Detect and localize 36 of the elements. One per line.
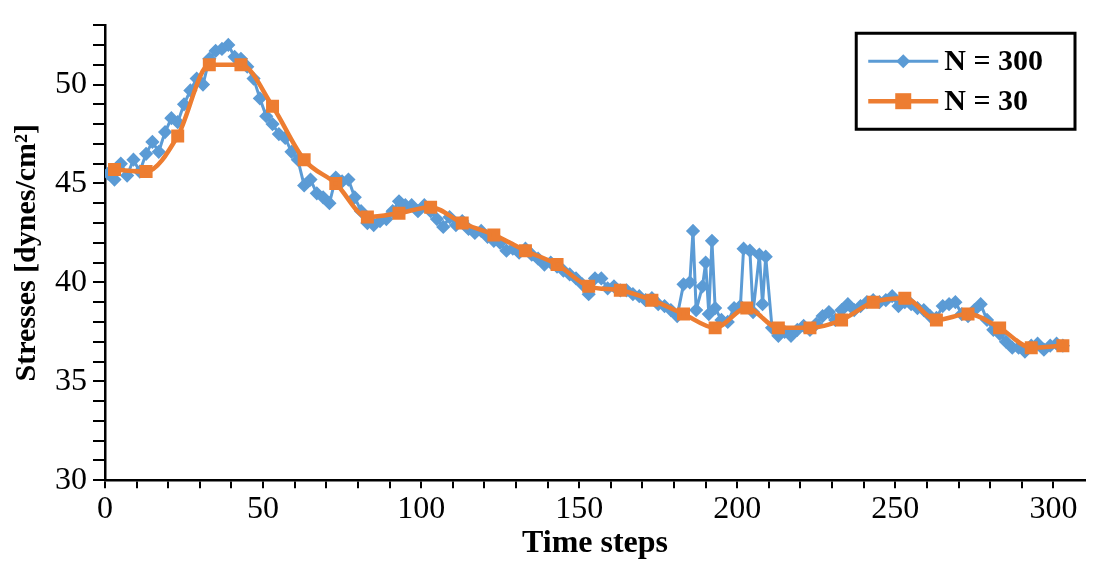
y-tick-label: 30 — [55, 459, 87, 496]
point — [107, 163, 121, 177]
y-axis-title: Stresses [dynes/cm²] — [7, 123, 41, 382]
point — [171, 129, 185, 143]
x-tick-label: 200 — [713, 488, 762, 525]
point — [139, 165, 153, 179]
point — [708, 321, 722, 335]
point — [487, 228, 501, 242]
point — [360, 210, 374, 224]
point — [266, 99, 280, 113]
point — [740, 301, 754, 315]
x-tick-label: 0 — [97, 488, 113, 525]
legend-label: N = 300 — [944, 42, 1044, 76]
x-tick-label: 300 — [1029, 488, 1078, 525]
legend-label: N = 30 — [944, 82, 1029, 116]
point — [771, 321, 785, 335]
x-tick-label: 250 — [871, 488, 920, 525]
y-tick-label: 35 — [55, 360, 87, 397]
y-tick-label: 40 — [55, 261, 87, 298]
x-tick-label: 150 — [555, 488, 604, 525]
x-tick-label: 100 — [397, 488, 446, 525]
point — [234, 58, 248, 72]
point — [392, 206, 406, 220]
point — [993, 321, 1007, 335]
point — [835, 313, 849, 327]
y-tick-label: 45 — [55, 162, 87, 199]
point — [424, 200, 438, 214]
y-tick-label: 50 — [55, 63, 87, 100]
point — [297, 153, 311, 167]
point — [202, 58, 216, 72]
point — [677, 307, 691, 321]
point — [582, 279, 596, 293]
point — [898, 291, 912, 305]
x-tick-label: 50 — [247, 488, 280, 525]
point — [329, 176, 343, 190]
x-axis-title: Time steps — [521, 523, 669, 560]
